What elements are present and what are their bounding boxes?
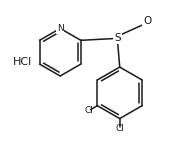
Text: HCl: HCl	[13, 57, 32, 67]
Text: Cl: Cl	[115, 124, 124, 133]
Text: O: O	[143, 16, 152, 25]
Text: N: N	[57, 24, 64, 33]
Text: Cl: Cl	[84, 106, 93, 115]
Text: S: S	[114, 33, 121, 43]
